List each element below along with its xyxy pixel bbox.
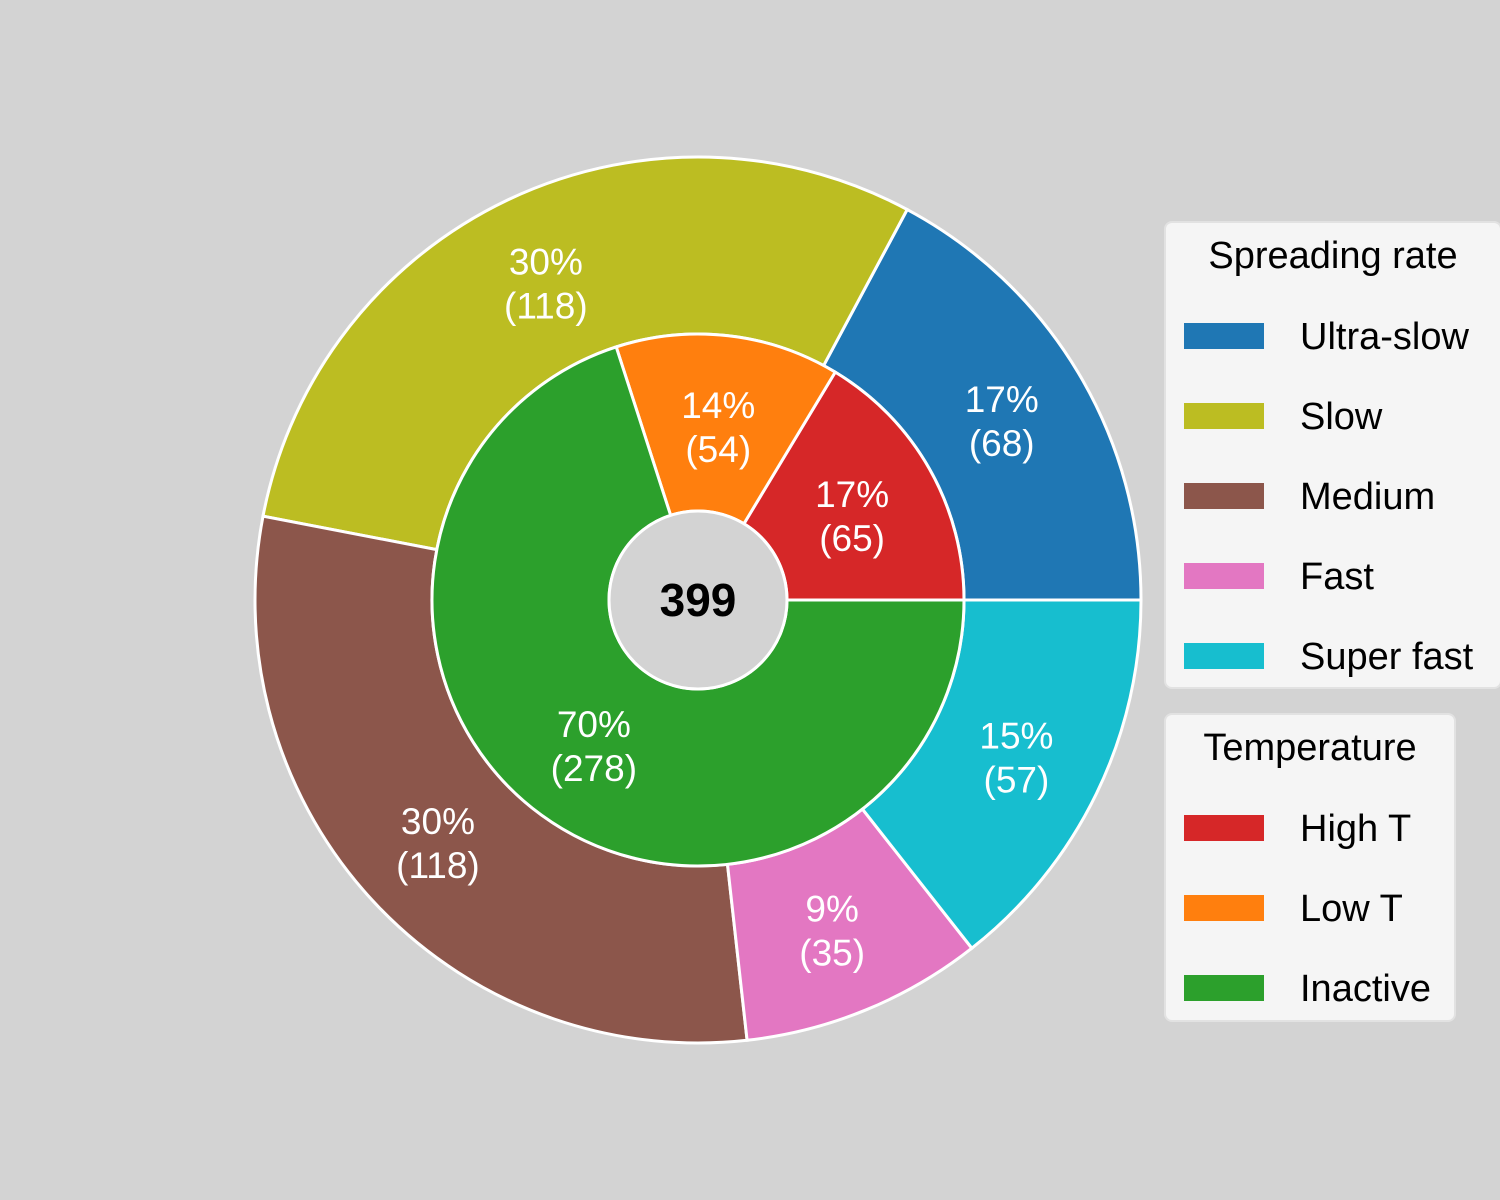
- inner-count-label-inactive: (278): [551, 748, 637, 789]
- legend-swatch-slow: [1184, 403, 1264, 429]
- legend-title: Spreading rate: [1208, 235, 1458, 277]
- legend-spreading-rate: Spreading rate Ultra-slow Slow Medium Fast S…: [1164, 221, 1500, 689]
- legend-title: Temperature: [1203, 727, 1417, 769]
- slice-labels: 17%(68)30%(118)30%(118)9%(35)15%(57)17%(…: [396, 241, 1053, 973]
- legend-swatch-medium: [1184, 483, 1264, 509]
- center-total-label: 399: [660, 574, 737, 626]
- outer-pct-label-super-fast: 15%: [979, 716, 1053, 757]
- outer-pct-label-ultra-slow: 17%: [965, 379, 1039, 420]
- inner-pct-label-high-t: 17%: [815, 474, 889, 515]
- center-hole: [607, 509, 789, 691]
- legend-swatch-inactive: [1184, 975, 1264, 1001]
- outer-pct-label-slow: 30%: [509, 241, 583, 282]
- legend-label-low-t: Low T: [1300, 888, 1403, 930]
- legend-label-fast: Fast: [1300, 556, 1374, 598]
- legend-temperature: Temperature High T Low T Inactive: [1164, 713, 1456, 1022]
- outer-count-label-medium: (118): [396, 845, 480, 886]
- legend-swatch-low-t: [1184, 895, 1264, 921]
- inner-pct-label-inactive: 70%: [557, 704, 631, 745]
- outer-pct-label-fast: 9%: [805, 889, 858, 930]
- outer-count-label-fast: (35): [799, 933, 865, 974]
- outer-count-label-super-fast: (57): [984, 760, 1050, 801]
- legend-label-slow: Slow: [1300, 396, 1383, 438]
- legend-swatch-super-fast: [1184, 643, 1264, 669]
- inner-pct-label-low-t: 14%: [681, 385, 755, 426]
- legend-label-high-t: High T: [1300, 808, 1412, 850]
- outer-pct-label-medium: 30%: [401, 801, 475, 842]
- legend-label-medium: Medium: [1300, 476, 1436, 518]
- legend-label-inactive: Inactive: [1300, 968, 1431, 1010]
- legend-swatch-ultra-slow: [1184, 323, 1264, 349]
- outer-count-label-slow: (118): [504, 285, 588, 326]
- inner-count-label-high-t: (65): [819, 518, 885, 559]
- legend-label-ultra-slow: Ultra-slow: [1300, 316, 1469, 358]
- legend-label-super-fast: Super fast: [1300, 636, 1474, 678]
- outer-count-label-ultra-slow: (68): [969, 423, 1035, 464]
- legend-swatch-high-t: [1184, 815, 1264, 841]
- inner-count-label-low-t: (54): [685, 429, 751, 470]
- legend-swatch-fast: [1184, 563, 1264, 589]
